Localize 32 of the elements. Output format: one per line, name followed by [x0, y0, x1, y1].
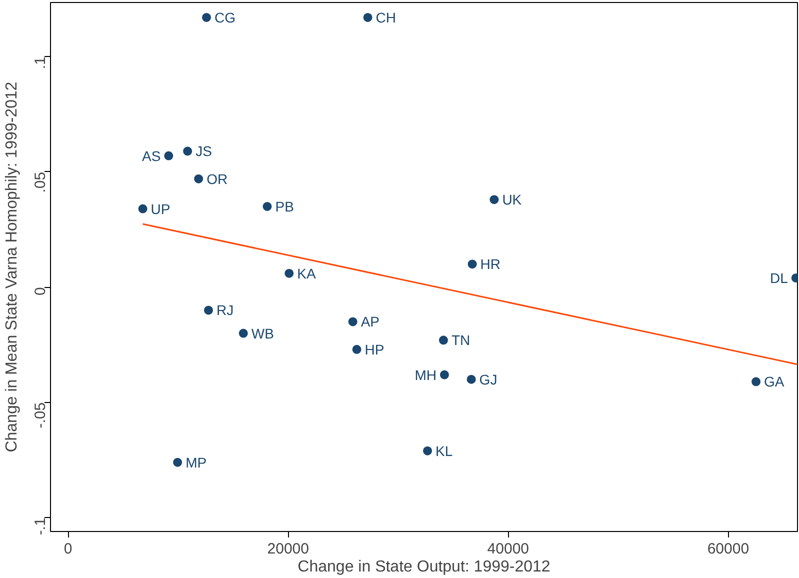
x-tick-label: 0 [64, 540, 72, 558]
data-label: GA [764, 374, 785, 390]
data-label: CG [214, 9, 236, 26]
data-label: CH [376, 9, 396, 26]
data-label: UK [502, 192, 522, 208]
data-label: PB [275, 198, 294, 214]
y-tick-label: .1 [32, 56, 49, 70]
x-tick-label: 40000 [487, 540, 530, 558]
data-label: WB [251, 325, 274, 342]
data-label: KL [436, 442, 453, 459]
data-label: DL [770, 270, 788, 286]
x-axis-title: Change in State Output: 1999-2012 [298, 558, 550, 576]
data-label: TN [451, 332, 470, 348]
y-tick-label: -.1 [32, 518, 49, 536]
data-label: GJ [479, 371, 498, 388]
y-tick-label: .05 [32, 172, 49, 193]
data-label: MH [414, 366, 436, 383]
data-label: RJ [216, 302, 234, 318]
data-label: JS [196, 143, 212, 160]
data-label: KA [297, 265, 316, 282]
data-label: HP [364, 341, 384, 358]
x-tick-label: 20000 [267, 540, 309, 558]
data-label: AS [142, 148, 161, 164]
y-axis-title: Change in Mean State Varna Homophily: 1999-2012 [4, 82, 20, 452]
y-tick-label: -.05 [32, 402, 49, 428]
data-label: AP [360, 314, 380, 330]
data-label: OR [206, 170, 228, 187]
y-tick-label: 0 [32, 287, 49, 296]
data-label: UP [150, 200, 170, 217]
data-label: HR [480, 256, 501, 272]
x-tick-label: 60000 [707, 540, 750, 558]
data-label: MP [186, 454, 207, 470]
